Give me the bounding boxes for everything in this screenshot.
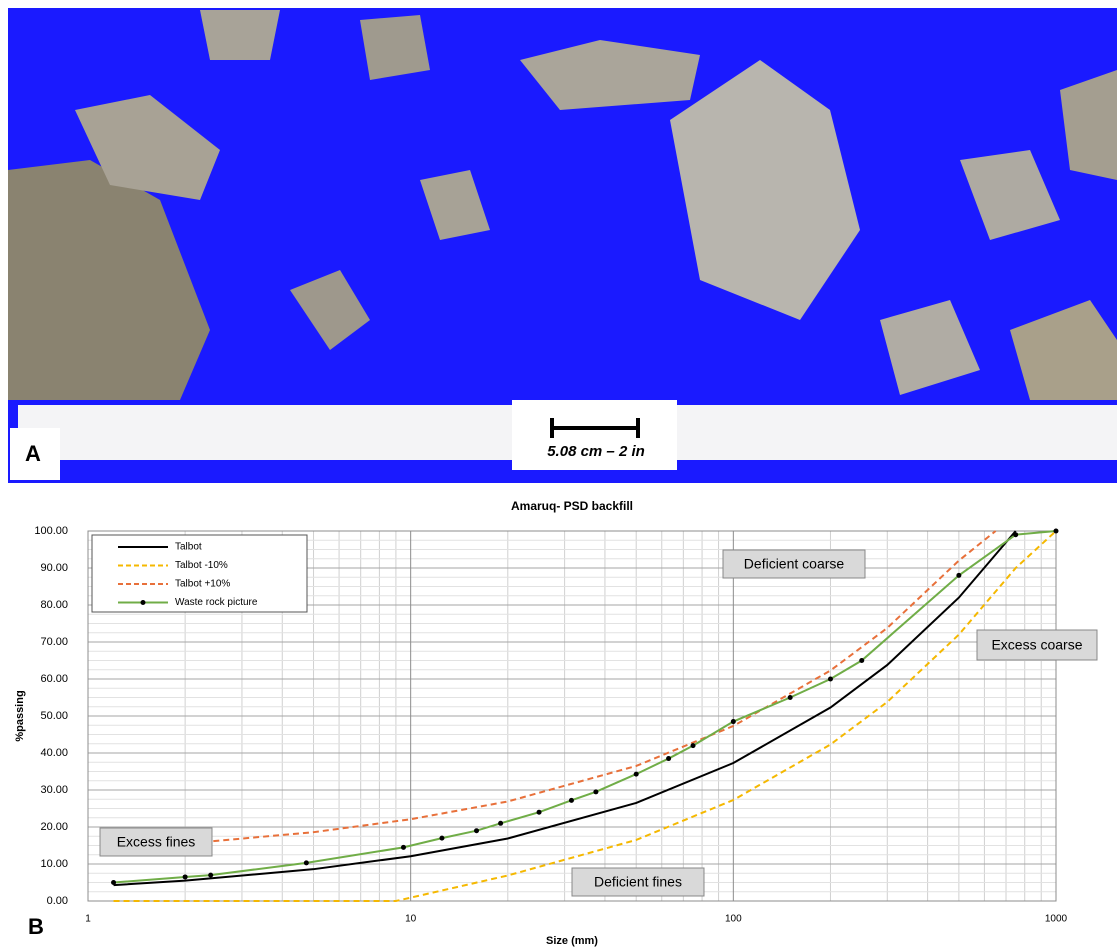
plot-area: 0.00 10.00 20.00 30.00 40.00 50.00 60.00 70.00 8…: [34, 525, 1097, 925]
x-tick-label: 1: [85, 914, 91, 925]
x-tick-label: 10: [405, 914, 417, 925]
panel-label: B: [28, 914, 44, 939]
annotation: Deficient coarse: [744, 556, 845, 572]
data-point: [111, 880, 116, 885]
data-point: [498, 821, 503, 826]
y-axis-label: %passing: [14, 690, 26, 741]
scale-bar-label: 5.08 cm – 2 in: [547, 443, 645, 460]
data-point: [634, 772, 639, 777]
y-tick-label: 70.00: [40, 636, 68, 648]
data-point: [593, 789, 598, 794]
photo: 5.08 cm – 2 in A: [8, 8, 1117, 483]
x-tick-label: 100: [725, 914, 742, 925]
legend-marker: [141, 600, 146, 605]
data-point: [474, 828, 479, 833]
panel-label: A: [25, 441, 41, 466]
data-point: [304, 860, 309, 865]
annotation: Deficient fines: [594, 874, 682, 890]
data-point: [859, 658, 864, 663]
legend-label: Waste rock picture: [175, 597, 258, 608]
chart-title: Amaruq- PSD backfill: [511, 499, 633, 513]
legend-label: Talbot +10%: [175, 579, 230, 590]
data-point: [1013, 532, 1018, 537]
data-point: [1054, 529, 1059, 534]
data-point: [537, 810, 542, 815]
data-point: [401, 845, 406, 850]
y-tick-label: 60.00: [40, 673, 68, 685]
y-tick-label: 0.00: [47, 895, 68, 907]
y-tick-label: 100.00: [34, 525, 68, 537]
data-point: [691, 743, 696, 748]
data-point: [788, 695, 793, 700]
y-tick-label: 80.00: [40, 599, 68, 611]
y-tick-label: 40.00: [40, 747, 68, 759]
annotation: Excess coarse: [991, 637, 1082, 653]
y-tick-label: 30.00: [40, 784, 68, 796]
y-tick-label: 50.00: [40, 710, 68, 722]
figure: 5.08 cm – 2 in A B Amaruq- PSD backfill …: [0, 0, 1117, 949]
x-axis-label: Size (mm): [546, 935, 598, 947]
y-tick-label: 20.00: [40, 821, 68, 833]
data-point: [183, 874, 188, 879]
data-point: [956, 573, 961, 578]
data-point: [731, 719, 736, 724]
annotation: Excess fines: [117, 834, 196, 850]
data-point: [208, 873, 213, 878]
data-point: [828, 677, 833, 682]
data-point: [666, 756, 671, 761]
data-point: [569, 798, 574, 803]
x-tick-label: 1000: [1045, 914, 1068, 925]
data-point: [439, 836, 444, 841]
y-tick-label: 10.00: [40, 858, 68, 870]
y-tick-label: 90.00: [40, 562, 68, 574]
legend-label: Talbot -10%: [175, 560, 228, 571]
legend-label: Talbot: [175, 542, 202, 553]
